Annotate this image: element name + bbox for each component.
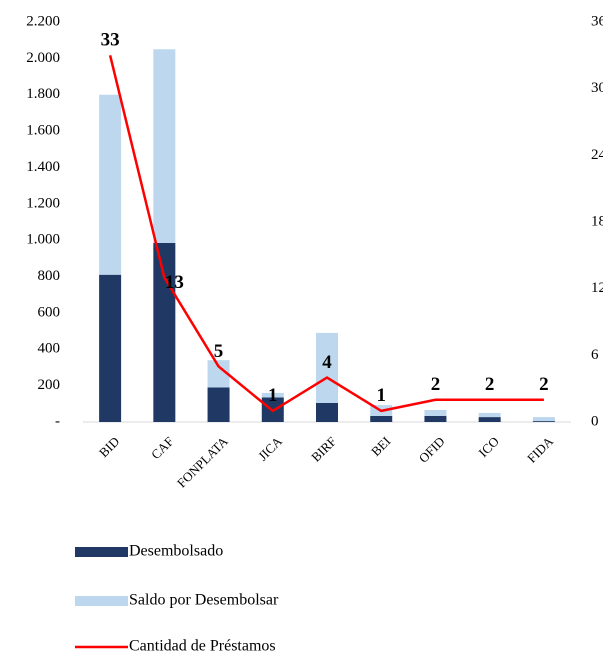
- x-tick-label: BIRF: [308, 434, 339, 465]
- data-label: 1: [376, 385, 386, 406]
- bar: [478, 417, 501, 422]
- bar: [424, 410, 447, 416]
- y-tick-label: 600: [38, 304, 61, 320]
- bar: [207, 360, 230, 388]
- x-tick-label: BEI: [368, 434, 393, 459]
- y2-tick-label: 0: [591, 413, 599, 429]
- data-label: 2: [485, 374, 495, 395]
- bar: [261, 392, 284, 398]
- legend-label: Desembolsado: [129, 543, 223, 560]
- data-label: 13: [165, 272, 184, 293]
- y-tick-label: 1.000: [26, 232, 60, 248]
- bar: [153, 49, 176, 243]
- y-tick-label: 200: [38, 377, 61, 393]
- legend-swatch: [75, 547, 128, 557]
- bar: [99, 94, 122, 275]
- data-label: 1: [268, 385, 278, 406]
- bar: [316, 332, 338, 403]
- bar: [478, 412, 501, 418]
- bar: [532, 417, 555, 422]
- bar: [316, 402, 338, 422]
- bar: [153, 242, 176, 422]
- y-tick-label: 1.200: [26, 195, 60, 211]
- y-tick-label: -: [55, 413, 60, 429]
- x-tick-label: ICO: [475, 434, 501, 460]
- y-tick-label: 1.800: [26, 86, 60, 102]
- y-tick-label: 2.000: [26, 50, 60, 66]
- x-tick-label: JICA: [255, 433, 285, 463]
- bar: [370, 416, 393, 422]
- y-tick-label: 2.200: [26, 13, 60, 29]
- data-label: 2: [431, 374, 441, 395]
- bar: [424, 416, 447, 422]
- y2-tick-label: 6: [591, 347, 599, 363]
- y-tick-label: 400: [38, 341, 61, 357]
- legend-label: Cantidad de Préstamos: [129, 638, 276, 654]
- x-tick-label: FONPLATA: [174, 433, 231, 490]
- y2-tick-label: 12: [591, 280, 603, 296]
- data-label: 4: [322, 352, 332, 373]
- y2-tick-label: 36: [591, 13, 603, 29]
- bar: [532, 421, 555, 422]
- bar: [207, 387, 230, 422]
- y-tick-label: 800: [38, 268, 61, 284]
- y2-tick-label: 18: [591, 213, 603, 229]
- y-tick-label: 1.600: [26, 123, 60, 139]
- data-label: 2: [539, 374, 549, 395]
- line: [108, 55, 544, 413]
- data-label: 5: [214, 341, 224, 362]
- bar: [99, 274, 122, 422]
- y2-tick-label: 30: [591, 80, 603, 96]
- x-tick-label: OFID: [416, 434, 448, 466]
- x-tick-label: BID: [96, 434, 122, 460]
- x-tick-label: CAF: [148, 434, 176, 462]
- legend-label: Saldo por Desembolsar: [129, 592, 279, 609]
- legend-swatch: [75, 596, 128, 606]
- y-tick-label: 1.400: [26, 159, 60, 175]
- y2-tick-label: 24: [591, 147, 603, 163]
- data-label: 33: [101, 30, 120, 51]
- x-tick-label: FIDA: [524, 433, 556, 465]
